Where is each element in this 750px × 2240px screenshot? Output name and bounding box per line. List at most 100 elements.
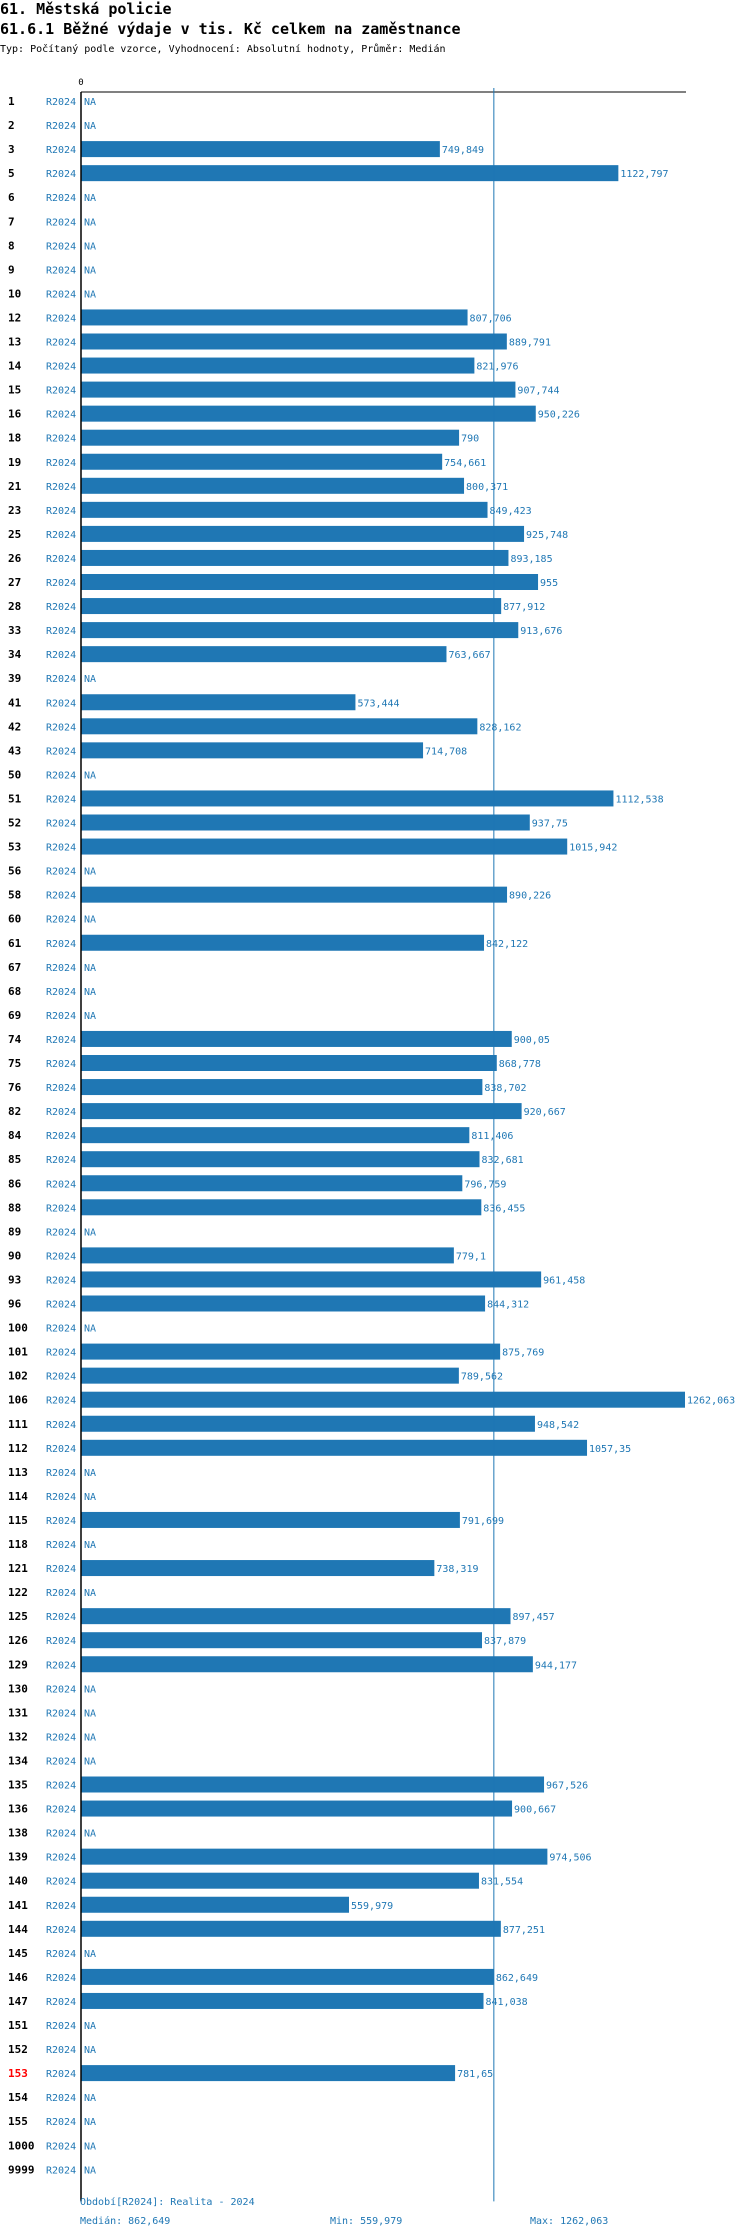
series-label: R2024 [46,1708,76,1719]
na-label: NA [84,915,96,926]
series-label: R2024 [46,1348,76,1359]
bar-value-label: 811,406 [471,1131,513,1142]
row-id-label: 122 [8,1586,28,1599]
series-label: R2024 [46,1083,76,1094]
series-label: R2024 [46,987,76,998]
bar-value-label: 763,667 [448,650,490,661]
row-id-label: 132 [8,1730,28,1743]
row-id-label: 114 [8,1490,28,1503]
row-id-label: 140 [8,1875,28,1888]
row-id-label: 26 [8,552,22,565]
series-label: R2024 [46,241,76,252]
na-label: NA [84,2141,96,2152]
row-id-label: 9999 [8,2163,35,2176]
na-label: NA [84,217,96,228]
series-label: R2024 [46,891,76,902]
series-label: R2024 [46,650,76,661]
series-label: R2024 [46,530,76,541]
series-label: R2024 [46,722,76,733]
na-label: NA [84,1227,96,1238]
row-id-label: 53 [8,841,21,854]
series-label: R2024 [46,1107,76,1118]
row-id-label: 118 [8,1538,28,1551]
row-id-label: 154 [8,2091,28,2104]
bar-value-label: 974,506 [549,1853,591,1864]
page-title: 61. Městská policie [0,0,172,18]
series-label: R2024 [46,313,76,324]
series-label: R2024 [46,1853,76,1864]
bar [81,886,508,903]
row-id-label: 52 [8,817,21,830]
bar-value-label: 925,748 [526,530,568,541]
bar-value-label: 841,038 [486,1997,528,2008]
bar [81,1103,522,1120]
series-label: R2024 [46,458,76,469]
bar [81,525,525,542]
row-id-label: 13 [8,336,21,349]
bar [81,1968,494,1985]
bar-value-label: 950,226 [538,410,580,421]
bar-value-label: 781,65 [457,2069,493,2080]
series-label: R2024 [46,193,76,204]
series-label: R2024 [46,1155,76,1166]
bar [81,1896,349,1913]
bar-value-label: 796,759 [464,1179,506,1190]
bar-value-label: 791,699 [462,1516,504,1527]
series-label: R2024 [46,1612,76,1623]
na-label: NA [84,1011,96,1022]
bar [81,141,440,158]
bar [81,477,465,494]
row-id-label: 121 [8,1562,28,1575]
series-label: R2024 [46,1636,76,1647]
series-label: R2024 [46,1372,76,1383]
bar-value-label: 897,457 [513,1612,555,1623]
na-label: NA [84,867,96,878]
chart-subtitle: 61.6.1 Běžné výdaje v tis. Kč celkem na … [0,20,461,38]
bar-value-label: 789,562 [461,1372,503,1383]
bar [81,1127,470,1144]
series-label: R2024 [46,1396,76,1407]
row-id-label: 42 [8,720,21,733]
series-label: R2024 [46,1179,76,1190]
bar [81,309,468,326]
bar [81,501,488,518]
na-label: NA [84,1708,96,1719]
series-label: R2024 [46,578,76,589]
na-label: NA [84,963,96,974]
row-id-label: 111 [8,1418,28,1431]
series-label: R2024 [46,1901,76,1912]
row-id-label: 39 [8,672,21,685]
axis-zero-label: 0 [78,78,83,88]
bar [81,357,475,374]
row-id-label: 106 [8,1394,28,1407]
na-label: NA [84,1732,96,1743]
bar-value-label: 800,371 [466,482,508,493]
bar [81,694,356,711]
series-label: R2024 [46,1468,76,1479]
row-id-label: 89 [8,1225,21,1238]
series-label: R2024 [46,1516,76,1527]
na-label: NA [84,987,96,998]
row-id-label: 67 [8,961,21,974]
series-label: R2024 [46,217,76,228]
bar-value-label: 889,791 [509,338,551,349]
bar-value-label: 877,912 [503,602,545,613]
bar [81,1271,542,1288]
bar [81,1632,482,1649]
bar [81,718,478,735]
series-label: R2024 [46,121,76,132]
bar [81,1848,548,1865]
row-id-label: 152 [8,2043,28,2056]
series-label: R2024 [46,1877,76,1888]
bar [81,1030,512,1047]
bar [81,1776,545,1793]
footer-min: Min: 559,979 [330,2216,403,2227]
row-id-label: 130 [8,1682,28,1695]
row-id-label: 86 [8,1177,22,1190]
row-id-label: 146 [8,1971,28,1984]
bar [81,1992,484,2009]
row-id-label: 1 [8,95,15,108]
series-label: R2024 [46,963,76,974]
row-id-label: 85 [8,1153,21,1166]
bar [81,405,536,422]
